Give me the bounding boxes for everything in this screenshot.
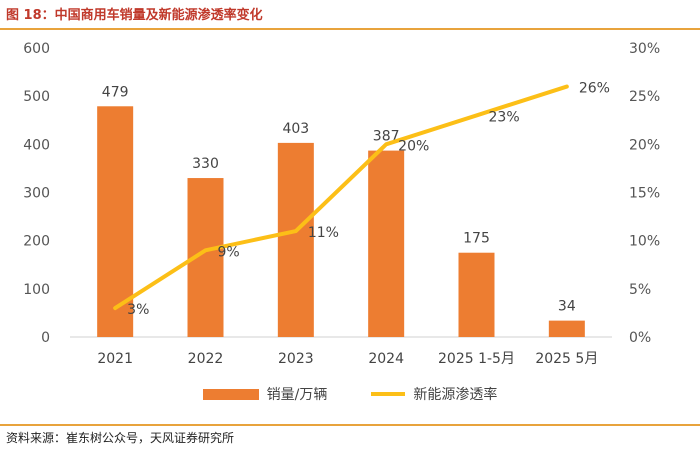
legend-item-sales: 销量/万辆 — [202, 384, 328, 404]
x-tick-label: 2021 — [97, 351, 133, 367]
bar — [458, 252, 495, 337]
y-right-tick-label: 20% — [629, 137, 660, 153]
bar-value-label: 479 — [102, 84, 129, 100]
legend-label-penetration: 新能源渗透率 — [413, 387, 498, 403]
title-bar: 图 18：中国商用车销量及新能源渗透率变化 — [0, 0, 700, 30]
x-tick-label: 2025 5月 — [535, 351, 598, 367]
x-tick-label: 2025 1-5月 — [438, 351, 515, 367]
y-right-tick-label: 30% — [629, 41, 660, 57]
y-left-tick-label: 400 — [23, 137, 50, 153]
penetration-line — [113, 84, 569, 311]
y-right-tick-label: 15% — [629, 186, 660, 202]
line-value-label: 26% — [579, 81, 610, 97]
line-value-label: 23% — [489, 109, 520, 125]
y-right-tick-label: 25% — [629, 89, 660, 105]
legend: 销量/万辆 新能源渗透率 — [0, 384, 700, 404]
legend-item-penetration: 新能源渗透率 — [371, 384, 497, 404]
source-note: 资料来源：崔东树公众号，天风证券研究所 — [6, 431, 235, 445]
legend-line-swatch — [371, 392, 406, 396]
y-left-tick-label: 300 — [23, 186, 50, 202]
combo-chart: 0 100 200 300 400 500 600 0% 5% 10% 15% 20% 25% 30% 47… — [23, 41, 660, 367]
line-value-label: 3% — [127, 302, 149, 318]
y-left-tick-label: 600 — [23, 41, 50, 57]
bar-value-label: 175 — [463, 231, 490, 247]
x-tick-label: 2024 — [368, 351, 404, 367]
bar — [368, 150, 405, 337]
line-value-label: 11% — [308, 225, 339, 241]
line-value-label: 9% — [218, 244, 240, 260]
y-left-tick-label: 0 — [41, 330, 50, 346]
footer-rule — [0, 424, 700, 426]
y-left-tick-label: 200 — [23, 234, 50, 250]
x-tick-label: 2022 — [188, 351, 224, 367]
bar-value-label: 34 — [558, 299, 576, 315]
bar-value-label: 403 — [282, 121, 309, 137]
bar-value-label: 330 — [192, 156, 219, 172]
chart-title: 图 18：中国商用车销量及新能源渗透率变化 — [6, 8, 263, 23]
y-left-tick-label: 500 — [23, 89, 50, 105]
y-left-tick-label: 100 — [23, 282, 50, 298]
line-value-label: 20% — [398, 138, 429, 154]
y-right-tick-label: 10% — [629, 234, 660, 250]
legend-label-sales: 销量/万辆 — [266, 387, 328, 403]
y-right-tick-label: 0% — [629, 330, 651, 346]
y-right-tick-label: 5% — [629, 282, 651, 298]
x-tick-label: 2023 — [278, 351, 314, 367]
bar — [548, 320, 585, 337]
legend-bar-swatch — [202, 388, 259, 400]
bar — [277, 142, 314, 337]
